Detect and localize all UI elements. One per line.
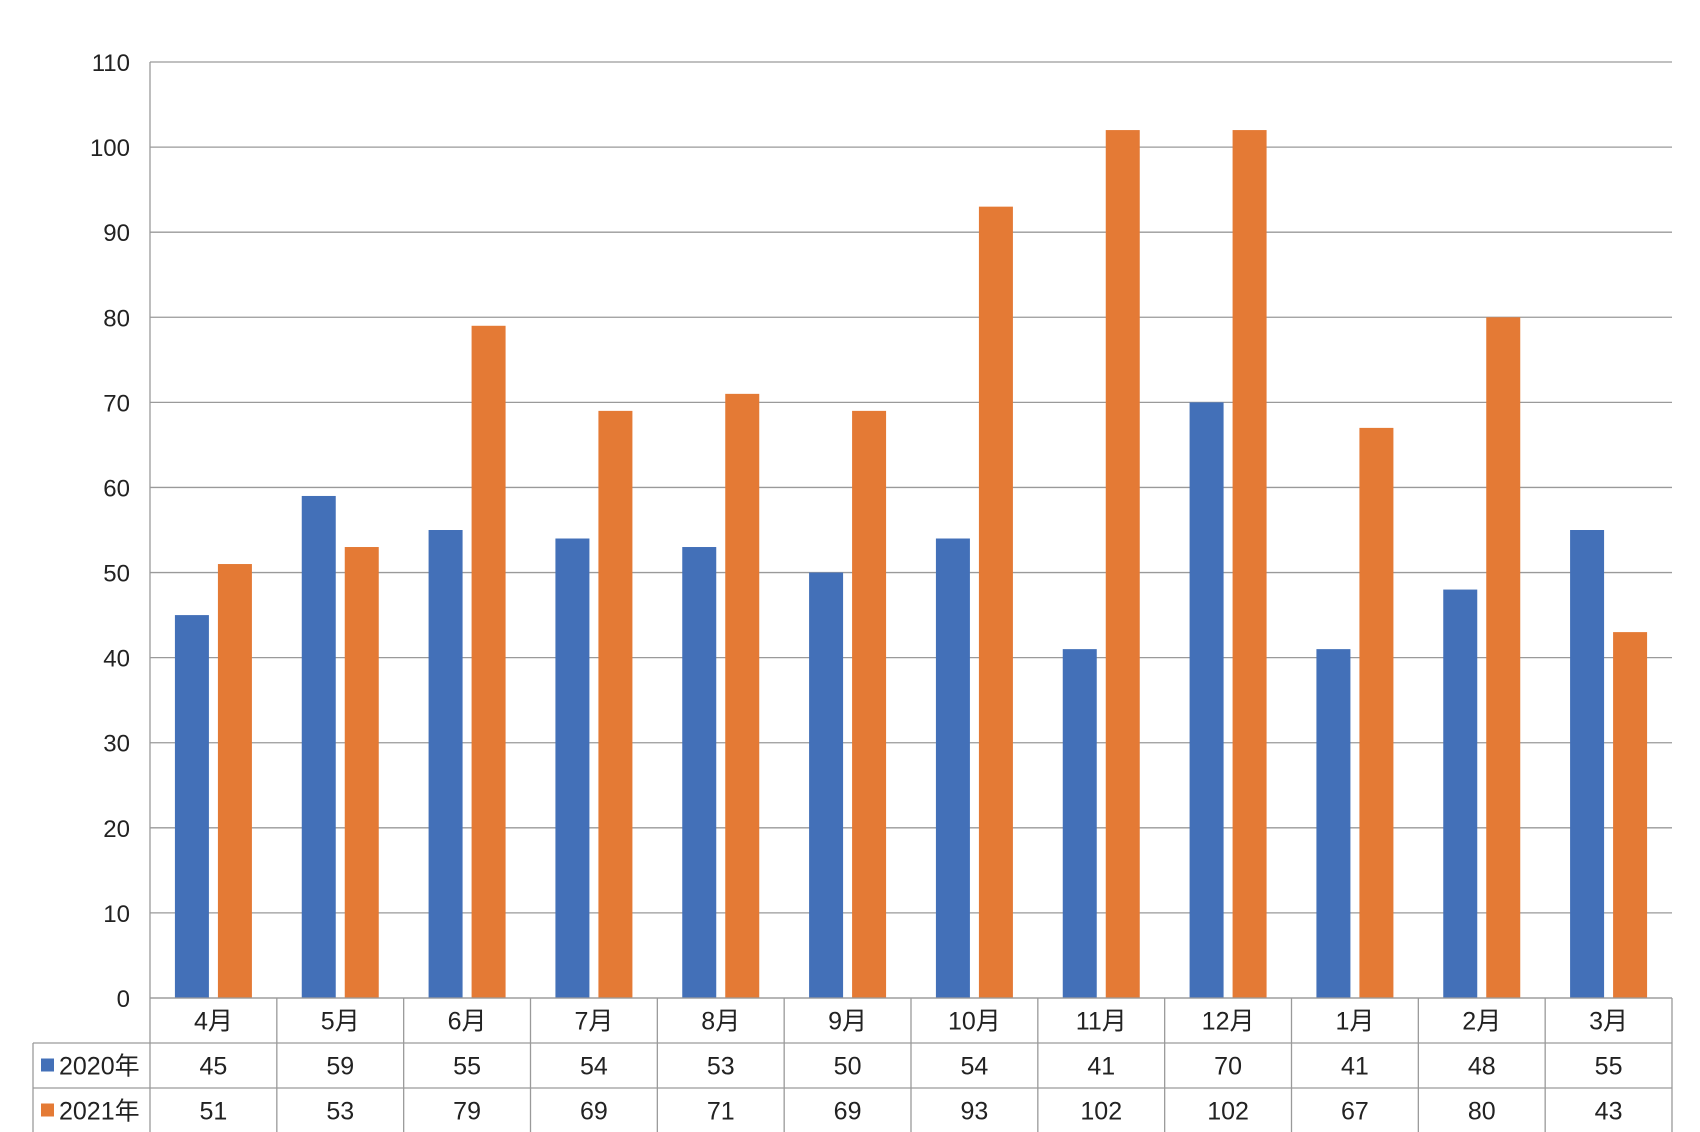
y-tick-label: 70 xyxy=(103,390,130,417)
data-table-value: 55 xyxy=(1595,1053,1623,1081)
bar-2020年-3月 xyxy=(1570,530,1605,998)
bar-2021年-1月 xyxy=(1359,427,1394,999)
data-table-value: 53 xyxy=(707,1053,735,1081)
y-tick-label: 90 xyxy=(103,220,130,247)
data-table-value: 48 xyxy=(1468,1053,1496,1081)
data-table-value: 54 xyxy=(580,1053,608,1081)
bar-2021年-11月 xyxy=(1105,130,1140,998)
data-table-value: 69 xyxy=(580,1098,608,1126)
data-table-value: 43 xyxy=(1595,1098,1623,1126)
y-tick-label: 10 xyxy=(103,901,130,928)
data-table-value: 45 xyxy=(200,1053,228,1081)
legend-label: 2020年 xyxy=(59,1053,140,1081)
bar-2021年-2月 xyxy=(1486,317,1521,999)
bar-2021年-10月 xyxy=(978,206,1013,998)
y-tick-label: 110 xyxy=(92,50,130,77)
y-axis-tick-labels: 0 10 20 30 40 50 60 70 80 90 100 110 xyxy=(90,50,130,1013)
x-tick-label: 11月 xyxy=(1076,1008,1127,1036)
x-tick-label: 10月 xyxy=(948,1008,1001,1036)
x-tick-label: 2月 xyxy=(1462,1008,1501,1036)
data-table-value: 53 xyxy=(326,1098,354,1126)
x-tick-label: 3月 xyxy=(1589,1008,1628,1036)
data-table-value: 59 xyxy=(326,1053,354,1081)
data-table-value: 70 xyxy=(1214,1053,1242,1081)
x-tick-label: 7月 xyxy=(574,1008,613,1036)
legend-key-2021年 xyxy=(41,1103,54,1117)
x-tick-label: 1月 xyxy=(1335,1008,1374,1036)
data-table-value: 55 xyxy=(453,1053,481,1081)
legend-label: 2021年 xyxy=(59,1098,140,1126)
data-table-value: 69 xyxy=(834,1098,862,1126)
bar-2020年-10月 xyxy=(935,538,970,998)
x-tick-label: 9月 xyxy=(828,1008,867,1036)
y-tick-label: 80 xyxy=(103,305,130,332)
bar-2020年-11月 xyxy=(1062,649,1097,998)
bar-2021年-7月 xyxy=(598,410,633,998)
bar-2020年-7月 xyxy=(555,538,590,998)
y-tick-label: 40 xyxy=(103,646,130,673)
data-table-value: 41 xyxy=(1087,1053,1115,1081)
bar-2020年-5月 xyxy=(301,495,336,998)
y-tick-label: 60 xyxy=(103,475,130,502)
x-tick-label: 8月 xyxy=(701,1008,740,1036)
data-table-value: 80 xyxy=(1468,1098,1496,1126)
bar-2020年-6月 xyxy=(428,530,463,998)
y-tick-label: 30 xyxy=(103,731,130,758)
x-tick-label: 12月 xyxy=(1202,1008,1255,1036)
data-table-value: 79 xyxy=(453,1098,481,1126)
data-table-value: 54 xyxy=(961,1053,989,1081)
x-tick-label: 5月 xyxy=(321,1008,360,1036)
bar-2021年-5月 xyxy=(344,547,379,998)
bar-2020年-12月 xyxy=(1189,402,1224,998)
data-table-value: 102 xyxy=(1207,1098,1249,1126)
data-table-value: 41 xyxy=(1341,1053,1369,1081)
data-table-value: 51 xyxy=(200,1098,228,1126)
data-table: 4月 5月 6月 7月 8月 9月 10月 11月 12月 1月 2月 3月 2020年 45 59 55 54… xyxy=(32,997,1673,1132)
bar-2020年-4月 xyxy=(174,615,209,998)
gridlines xyxy=(149,61,1672,999)
bar-2021年-9月 xyxy=(852,410,887,998)
bar-2021年-4月 xyxy=(217,564,252,998)
bar-2021年-6月 xyxy=(471,325,506,998)
legend-key-2020年 xyxy=(41,1058,54,1072)
x-tick-label: 4月 xyxy=(194,1008,233,1036)
bars xyxy=(174,130,1648,999)
y-tick-label: 20 xyxy=(103,816,130,843)
y-tick-label: 100 xyxy=(90,135,130,162)
bar-2020年-9月 xyxy=(809,572,844,998)
bar-2021年-12月 xyxy=(1232,130,1267,998)
bar-2020年-2月 xyxy=(1443,589,1478,998)
y-tick-label: 0 xyxy=(117,986,130,1013)
data-table-value: 71 xyxy=(707,1098,735,1126)
data-table-value: 50 xyxy=(834,1053,862,1081)
bar-2020年-8月 xyxy=(682,547,717,998)
data-table-value: 93 xyxy=(961,1098,989,1126)
data-table-value: 67 xyxy=(1341,1098,1369,1126)
x-tick-label: 6月 xyxy=(448,1008,487,1036)
bar-2021年-8月 xyxy=(725,393,760,998)
y-tick-label: 50 xyxy=(103,561,130,588)
bar-2021年-3月 xyxy=(1613,632,1648,998)
bar-2020年-1月 xyxy=(1316,649,1351,998)
data-table-value: 102 xyxy=(1080,1098,1122,1126)
